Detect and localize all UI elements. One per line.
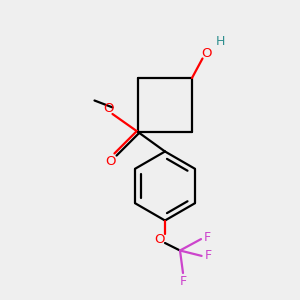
Text: F: F xyxy=(203,231,211,244)
Text: F: F xyxy=(205,249,212,262)
Text: O: O xyxy=(154,233,165,246)
Text: O: O xyxy=(201,47,212,60)
Text: H: H xyxy=(216,35,225,49)
Text: F: F xyxy=(179,274,187,288)
Text: O: O xyxy=(105,154,115,168)
Text: O: O xyxy=(103,102,114,115)
